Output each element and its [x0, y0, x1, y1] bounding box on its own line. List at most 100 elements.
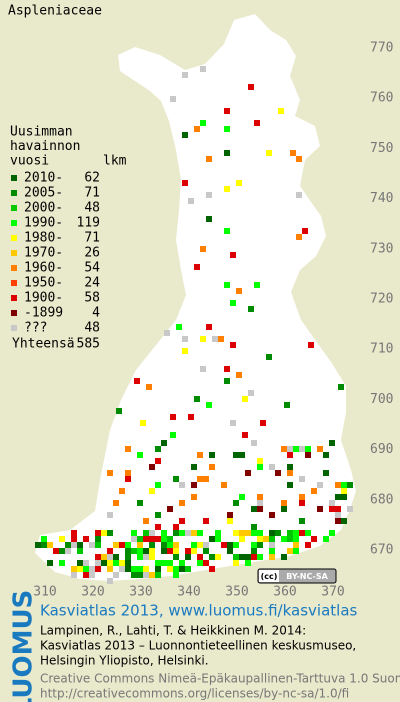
record-square [200, 120, 206, 126]
record-square [317, 482, 323, 488]
record-square [245, 554, 251, 560]
record-square [209, 536, 215, 542]
record-square [248, 306, 254, 312]
record-square [71, 572, 77, 578]
cc-badge: (cc) BY-NC-SA [257, 568, 337, 584]
record-square [182, 336, 188, 342]
legend-count: 48 [84, 321, 100, 336]
record-square [173, 542, 179, 548]
record-square [200, 246, 206, 252]
record-square [338, 384, 344, 390]
record-square [167, 560, 173, 566]
record-square [95, 530, 101, 536]
legend-label: 1980- [24, 231, 63, 246]
record-square [47, 560, 53, 566]
record-square [173, 530, 179, 536]
record-square [341, 482, 347, 488]
record-square [173, 524, 179, 530]
record-square [167, 548, 173, 554]
legend-count: 24 [84, 276, 100, 291]
legend-count: 71 [84, 231, 100, 246]
y-grid-label: 680 [370, 492, 393, 507]
legend-swatch [11, 235, 17, 241]
record-square [167, 506, 173, 512]
record-square [281, 554, 287, 560]
record-square [341, 488, 347, 494]
record-square [305, 542, 311, 548]
record-square [131, 536, 137, 542]
y-grid-label: 740 [370, 191, 393, 206]
record-square [191, 464, 197, 470]
record-square [233, 560, 239, 566]
legend-count: 62 [84, 171, 100, 186]
record-square [299, 446, 305, 452]
record-square [227, 542, 233, 548]
record-square [143, 554, 149, 560]
record-square [335, 518, 341, 524]
x-grid-label: 320 [81, 585, 104, 600]
headline: Kasviatlas 2013, www.luomus.fi/kasviatla… [40, 602, 358, 620]
record-square [149, 530, 155, 536]
y-grid-label: 770 [370, 41, 393, 56]
legend-label: -1899 [24, 306, 63, 321]
citation-line: Kasviatlas 2013 – Luonnontieteellinen ke… [40, 639, 356, 653]
record-square [275, 470, 281, 476]
record-square [149, 554, 155, 560]
record-square [347, 482, 353, 488]
record-square [197, 554, 203, 560]
record-square [155, 566, 161, 572]
record-square [224, 108, 230, 114]
record-square [296, 156, 302, 162]
record-square [143, 518, 149, 524]
record-square [227, 518, 233, 524]
record-square [155, 560, 161, 566]
citation-line: Lampinen, R., Lahti, T. & Heikkinen M. 2… [40, 624, 306, 638]
legend-label: 1900- [24, 291, 63, 306]
record-square [95, 536, 101, 542]
record-square [182, 180, 188, 186]
record-square [254, 282, 260, 288]
record-square [335, 506, 341, 512]
record-square [254, 120, 260, 126]
record-square [101, 530, 107, 536]
record-square [269, 548, 275, 554]
record-square [155, 524, 161, 530]
record-square [149, 548, 155, 554]
record-square [335, 512, 341, 518]
record-square [164, 330, 170, 336]
record-square [269, 554, 275, 560]
record-square [251, 542, 257, 548]
record-square [125, 542, 131, 548]
record-square [248, 390, 254, 396]
record-square [206, 156, 212, 162]
record-square [257, 554, 263, 560]
legend-count: 58 [84, 291, 100, 306]
record-square [200, 66, 206, 72]
record-square [194, 126, 200, 132]
record-square [284, 402, 290, 408]
record-square [251, 440, 257, 446]
license-line: Creative Commons Nimeä-Epäkaupallinen-Ta… [40, 672, 400, 686]
legend-label: 1970- [24, 246, 63, 261]
record-square [323, 470, 329, 476]
record-square [155, 572, 161, 578]
record-square [236, 288, 242, 294]
record-square [281, 506, 287, 512]
record-square [119, 566, 125, 572]
record-square [302, 228, 308, 234]
badge-icon [259, 570, 279, 582]
record-square [125, 560, 131, 566]
record-square [257, 536, 263, 542]
y-grid-label: 690 [370, 442, 393, 457]
record-square [299, 500, 305, 506]
record-square [125, 566, 131, 572]
record-square [224, 150, 230, 156]
legend-swatch [11, 250, 17, 256]
record-square [83, 572, 89, 578]
legend-swatch [11, 295, 17, 301]
record-square [119, 488, 125, 494]
record-square [305, 452, 311, 458]
y-grid-label: 730 [370, 241, 393, 256]
record-square [131, 548, 137, 554]
